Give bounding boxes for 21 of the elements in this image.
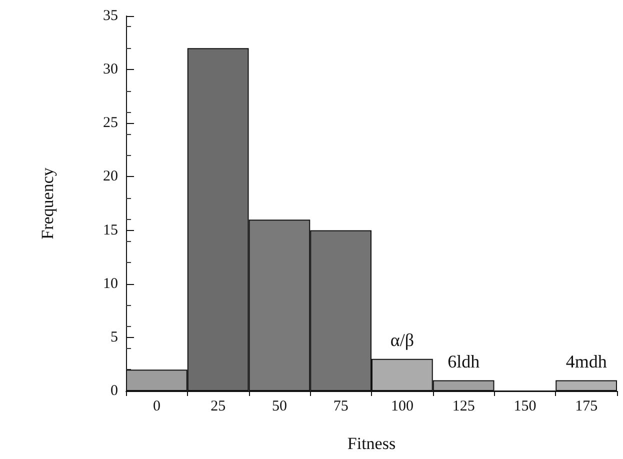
- y-tick-label: 20: [103, 168, 118, 185]
- x-axis-title: Fitness: [347, 434, 396, 453]
- annotation: α/β: [390, 330, 414, 350]
- x-tick-label: 0: [152, 398, 160, 414]
- x-tick-label: 25: [210, 398, 226, 414]
- y-tick-label: 5: [110, 329, 118, 346]
- x-tick-label: 175: [575, 398, 598, 414]
- y-tick-label: 15: [103, 222, 118, 238]
- y-tick-label: 25: [103, 115, 118, 132]
- y-tick-label: 35: [103, 8, 118, 24]
- y-tick-label: 30: [103, 62, 118, 78]
- annotation: 4mdh: [566, 351, 607, 372]
- annotation: 6ldh: [448, 351, 480, 372]
- y-axis-title: Frequency: [38, 167, 57, 240]
- x-tick-label: 100: [390, 398, 414, 414]
- y-tick-label: 10: [103, 276, 118, 292]
- x-tick-label: 50: [272, 398, 287, 414]
- x-tick-label: 75: [333, 398, 348, 414]
- x-tick-label: 125: [452, 398, 475, 414]
- x-tick-label: 150: [514, 398, 536, 414]
- y-tick-label: 0: [110, 383, 118, 399]
